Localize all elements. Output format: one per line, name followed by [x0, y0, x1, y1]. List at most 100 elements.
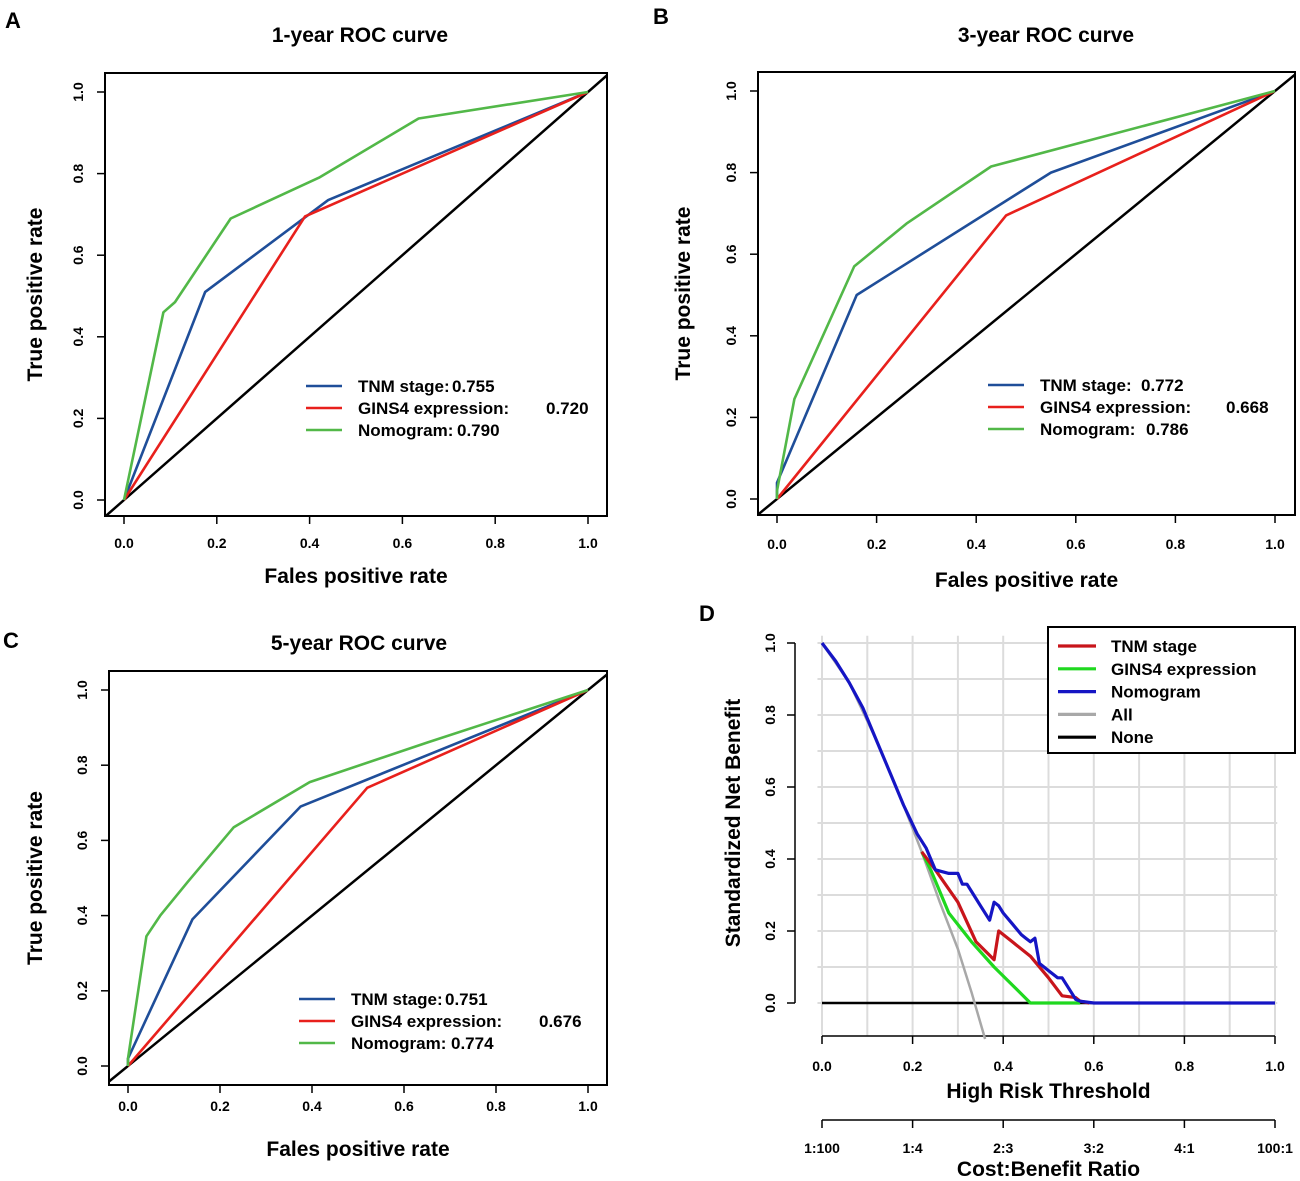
chart-title: 3-year ROC curve	[958, 24, 1134, 47]
x-tick-label: 0.8	[1166, 536, 1186, 552]
legend: TNM stage: 0.751 GINS4 expression: 0.676 Nom…	[299, 990, 582, 1053]
legend-label: Nomogram	[1111, 683, 1201, 702]
y-tick-label: 0.4	[762, 849, 778, 869]
legend-auc-value: 0.774	[451, 1034, 494, 1053]
roc-series-line	[122, 90, 589, 501]
y-tick-label: 0.8	[70, 164, 86, 184]
x-axis-title: Fales positive rate	[266, 1138, 449, 1161]
y-tick-label: 0.2	[762, 921, 778, 941]
y-tick-label: 0.4	[723, 326, 739, 346]
x-tick-label: 0.0	[118, 1098, 138, 1114]
diagonal-reference-line	[105, 73, 607, 516]
x-axis-title: High Risk Threshold	[946, 1080, 1150, 1103]
plot-frame	[757, 71, 1296, 516]
legend-label: TNM stage:	[1040, 376, 1132, 395]
y-tick-label: 0.2	[723, 407, 739, 427]
roc-series-line	[127, 688, 589, 1067]
roc-series-line	[122, 90, 589, 501]
y-tick-label: 0.8	[723, 163, 739, 183]
legend-label: GINS4 expression:	[358, 399, 509, 418]
x-tick-label: 0.8	[485, 535, 505, 551]
legend-label: Nomogram:	[358, 421, 453, 440]
x-tick-label: 1.0	[1265, 536, 1285, 552]
roc-series-line	[775, 89, 1276, 499]
legend-auc-value: 0.668	[1226, 398, 1269, 417]
y-tick-label: 0.0	[723, 489, 739, 509]
y-tick-label: 1.0	[762, 633, 778, 653]
legend-auc-value: 0.772	[1141, 376, 1184, 395]
legend-auc-value: 0.786	[1146, 420, 1189, 439]
panel-B: B 3-year ROC curve 0.0 0.2 0.4 0.6 0.8 1.0 0.0 0.…	[653, 4, 1296, 592]
panel-C: C 5-year ROC curve 0.0 0.2 0.4 0.6 0.8 1.0 0.0 0.…	[3, 628, 608, 1161]
y-tick-label: 0.6	[74, 830, 90, 850]
legend-label: GINS4 expression:	[351, 1012, 502, 1031]
legend-label: TNM stage:	[351, 990, 443, 1009]
y-tick-label: 0.6	[762, 777, 778, 797]
dca-series-line	[820, 642, 987, 1040]
x-axis-title: Fales positive rate	[264, 565, 447, 588]
y-tick-label: 0.4	[70, 327, 86, 347]
x2-tick-label: 3:2	[1084, 1140, 1104, 1156]
x-tick-label: 0.6	[393, 535, 413, 551]
y-axis-title: Standardized Net Benefit	[722, 699, 745, 948]
legend-auc-value: 0.676	[539, 1012, 582, 1031]
panel-label: C	[3, 628, 19, 653]
legend-label: GINS4 expression:	[1040, 398, 1191, 417]
x-tick-label: 0.2	[207, 535, 227, 551]
y-tick-label: 0.0	[762, 993, 778, 1013]
legend-auc-value: 0.790	[457, 421, 500, 440]
x2-axis-title: Cost:Benefit Ratio	[957, 1158, 1140, 1181]
y-axis-title: True positive rate	[672, 207, 695, 381]
y-axis-title: True positive rate	[24, 791, 47, 965]
legend: TNM stage: 0.772 GINS4 expression: 0.668 Nom…	[988, 376, 1269, 439]
diagonal-reference-line	[758, 72, 1295, 515]
panel-A: A 1-year ROC curve 0.0 0.2 0.4 0.6 0.8 1.0 0.0 0.…	[5, 8, 608, 588]
x2-tick-label: 4:1	[1174, 1140, 1194, 1156]
y-tick-label: 0.6	[723, 244, 739, 264]
legend-auc-value: 0.751	[445, 990, 488, 1009]
legend-auc-value: 0.755	[452, 377, 495, 396]
x-tick-label: 0.4	[966, 536, 986, 552]
legend-label: None	[1111, 728, 1154, 747]
dca-series-line	[920, 851, 1081, 1005]
x-tick-label: 0.4	[302, 1098, 322, 1114]
legend: TNM stage: 0.755 GINS4 expression: 0.720 Nom…	[306, 377, 589, 440]
legend-label: TNM stage	[1111, 637, 1197, 656]
y-tick-label: 0.0	[70, 490, 86, 510]
legend-label: TNM stage:	[358, 377, 450, 396]
x-tick-label: 0.4	[993, 1058, 1013, 1074]
x2-tick-label: 2:3	[993, 1140, 1013, 1156]
y-tick-label: 1.0	[74, 680, 90, 700]
y-tick-label: 0.2	[70, 408, 86, 428]
x-tick-label: 0.6	[1084, 1058, 1104, 1074]
x-tick-label: 0.6	[1066, 536, 1086, 552]
panel-label: B	[653, 4, 669, 29]
chart-title: 5-year ROC curve	[271, 632, 447, 655]
y-tick-label: 0.0	[74, 1056, 90, 1076]
dca-series-line	[820, 642, 1275, 1005]
legend: TNM stage GINS4 expression Nomogram All None	[1047, 626, 1296, 754]
x-axis-title: Fales positive rate	[935, 569, 1118, 592]
x2-tick-label: 100:1	[1257, 1140, 1293, 1156]
y-tick-label: 0.6	[70, 245, 86, 265]
chart-title: 1-year ROC curve	[272, 24, 448, 47]
roc-series-line	[775, 89, 1276, 500]
x-tick-label: 0.8	[486, 1098, 506, 1114]
x-tick-label: 0.4	[300, 535, 320, 551]
x-tick-label: 0.0	[812, 1058, 832, 1074]
legend-label: All	[1111, 705, 1133, 724]
x-tick-label: 0.2	[210, 1098, 230, 1114]
roc-series-line	[122, 90, 589, 501]
diagonal-reference-line	[109, 672, 607, 1084]
panel-label: A	[5, 8, 21, 33]
legend-label: Nomogram:	[351, 1034, 446, 1053]
y-tick-label: 0.8	[762, 705, 778, 725]
x-tick-label: 1.0	[578, 535, 598, 551]
x-tick-label: 0.8	[1175, 1058, 1195, 1074]
x2-tick-label: 1:100	[804, 1140, 840, 1156]
legend-auc-value: 0.720	[546, 399, 589, 418]
plot-frame	[104, 72, 608, 517]
x-tick-label: 0.0	[767, 536, 787, 552]
panel-D: D 0.0 0.2 0.4 0.6 0.8 1.0 Standardized Net Bene…	[699, 601, 1296, 1181]
